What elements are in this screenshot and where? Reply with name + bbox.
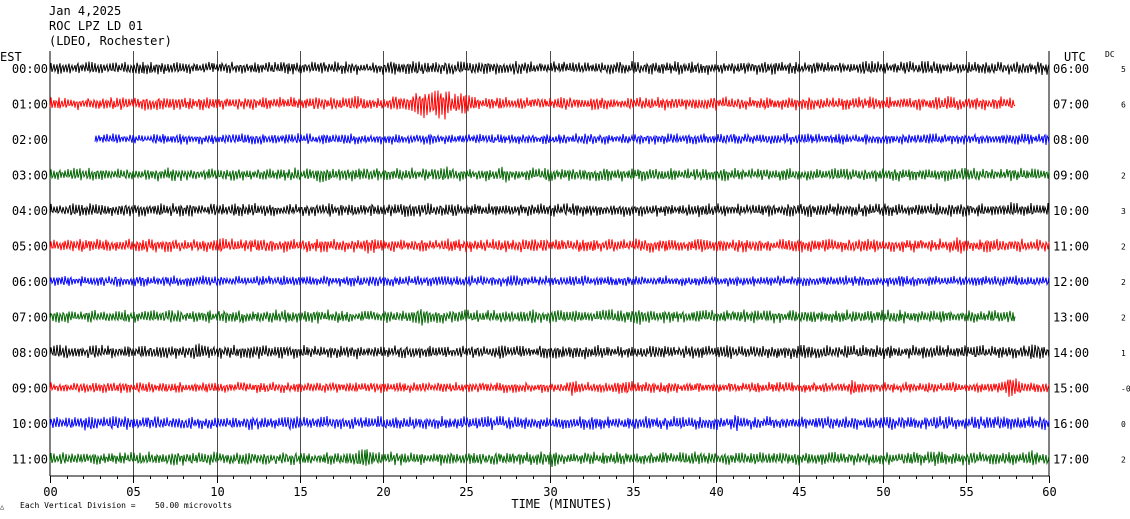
utc-hour-label: 11:00	[1053, 240, 1089, 254]
corner-mark: △	[0, 503, 5, 511]
seismic-trace	[94, 132, 1050, 146]
utc-hour-label: 15:00	[1053, 382, 1089, 396]
dc-offset-label: 6	[1121, 101, 1126, 110]
utc-hour-label: 07:00	[1053, 98, 1089, 112]
est-hour-label: 07:00	[12, 311, 48, 325]
utc-hour-label: 10:00	[1053, 204, 1089, 218]
seismic-trace	[49, 237, 1050, 254]
utc-axis-title: UTC	[1064, 50, 1086, 64]
est-hour-label: 06:00	[12, 275, 48, 289]
dc-offset-label: 0	[1121, 420, 1126, 429]
seismic-trace	[49, 60, 1050, 75]
seismic-trace	[49, 275, 1050, 288]
utc-hour-label: 16:00	[1053, 417, 1089, 431]
x-tick-label: 60	[1042, 485, 1056, 499]
seismic-trace	[49, 309, 1016, 326]
x-tick-label: 55	[959, 485, 973, 499]
vertical-division-note: Each Vertical Division =	[20, 501, 136, 510]
dc-offset-label: 2	[1121, 456, 1126, 465]
trace-layer	[49, 60, 1050, 467]
x-tick-label: 30	[543, 485, 557, 499]
dc-offset-label: 2	[1121, 278, 1126, 287]
seismic-trace	[49, 415, 1050, 432]
dc-offset-label: 1	[1121, 349, 1126, 358]
dc-offset-label: 2	[1121, 314, 1126, 323]
utc-hour-label: 08:00	[1053, 133, 1089, 147]
x-tick-label: 10	[210, 485, 224, 499]
x-tick-label: 35	[626, 485, 640, 499]
x-tick-label: 25	[459, 485, 473, 499]
utc-hour-label: 12:00	[1053, 275, 1089, 289]
seismic-trace	[49, 449, 1050, 467]
dc-offset-label: 2	[1121, 172, 1126, 181]
utc-hour-label: 17:00	[1053, 453, 1089, 467]
dc-column-title: DC	[1105, 50, 1115, 59]
est-hour-label: 11:00	[12, 453, 48, 467]
dc-offset-label: 3	[1121, 207, 1126, 216]
header-date: Jan 4,2025	[49, 4, 122, 18]
header-station: ROC LPZ LD 01	[49, 19, 143, 33]
dc-offset-label: -0	[1121, 385, 1130, 394]
utc-hour-label: 13:00	[1053, 311, 1089, 325]
seismic-trace	[49, 202, 1050, 218]
utc-hour-label: 09:00	[1053, 169, 1089, 183]
est-hour-label: 00:00	[12, 62, 48, 76]
seismic-trace	[49, 343, 1050, 360]
header-source: (LDEO, Rochester)	[49, 34, 172, 48]
est-hour-label: 08:00	[12, 346, 48, 360]
est-hour-label: 09:00	[12, 382, 48, 396]
est-hour-label: 01:00	[12, 98, 48, 112]
est-hour-label: 05:00	[12, 240, 48, 254]
seismic-trace	[49, 90, 1016, 120]
est-axis-title: EST	[0, 50, 22, 64]
dc-offset-label: 2	[1121, 243, 1126, 252]
x-tick-label: 05	[126, 485, 140, 499]
x-tick-label: 20	[376, 485, 390, 499]
x-axis-title: TIME (MINUTES)	[511, 497, 612, 511]
x-tick-label: 15	[293, 485, 307, 499]
est-hour-label: 03:00	[12, 169, 48, 183]
dc-offset-label: 5	[1121, 65, 1126, 74]
x-tick-label: 45	[792, 485, 806, 499]
est-hour-label: 02:00	[12, 133, 48, 147]
utc-hour-label: 14:00	[1053, 346, 1089, 360]
x-tick-label: 00	[43, 485, 57, 499]
vertical-division-value: 50.00 microvolts	[155, 501, 232, 510]
utc-hour-label: 06:00	[1053, 62, 1089, 76]
x-tick-label: 40	[709, 485, 723, 499]
seismic-trace	[49, 166, 1050, 183]
x-tick-label: 50	[876, 485, 890, 499]
plot-grid	[49, 51, 1050, 483]
seismic-trace	[49, 378, 1050, 397]
est-hour-label: 10:00	[12, 417, 48, 431]
est-hour-label: 04:00	[12, 204, 48, 218]
